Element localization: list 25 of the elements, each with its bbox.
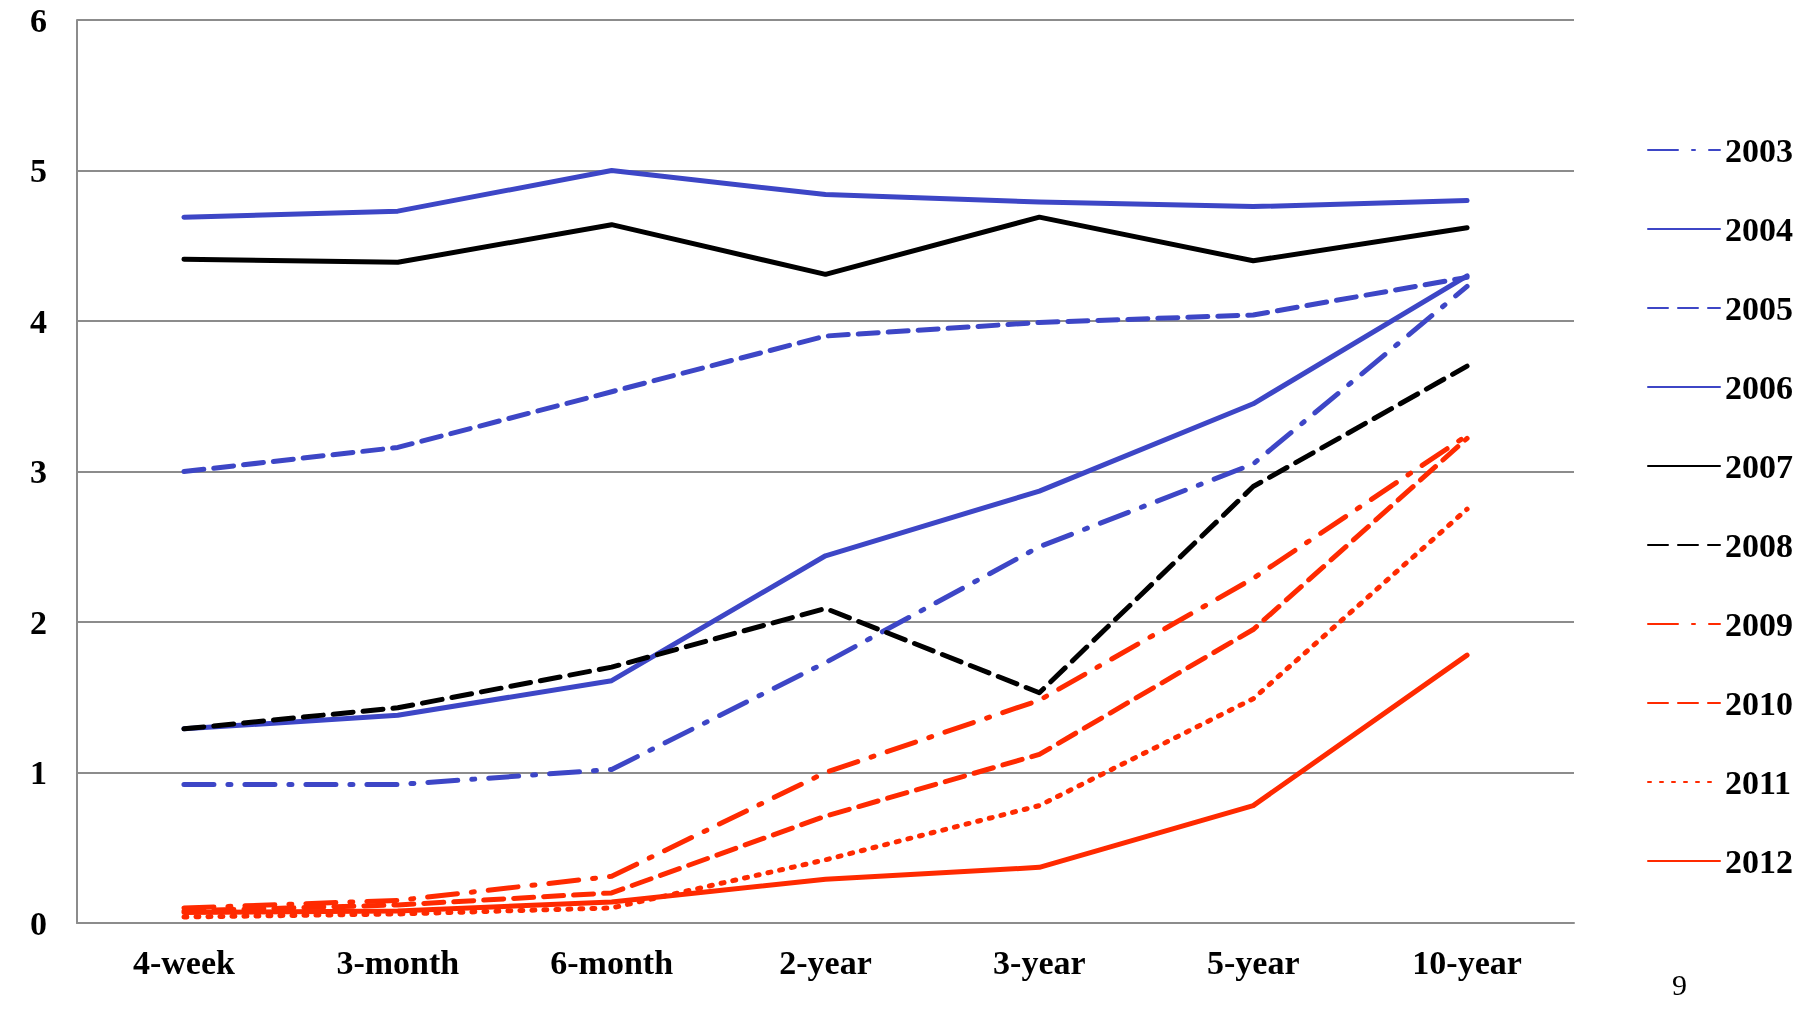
legend-label: 2008	[1725, 526, 1793, 564]
x-tick-label: 10-year	[1412, 943, 1522, 981]
y-tick-label: 4	[30, 302, 47, 340]
x-tick-label: 3-month	[336, 943, 460, 981]
y-tick-label: 0	[30, 904, 47, 942]
x-tick-label: 2-year	[779, 943, 872, 981]
x-tick-label: 5-year	[1206, 943, 1300, 981]
text: 9	[1672, 968, 1687, 1002]
legend-label: 2005	[1725, 289, 1793, 327]
x-tick-label: 3-year	[993, 943, 1086, 981]
legend-label: 2004	[1725, 210, 1793, 248]
legend-label: 2009	[1725, 605, 1793, 643]
legend-label: 2006	[1725, 368, 1793, 406]
legend-label: 2012	[1725, 842, 1793, 880]
legend-label: 2010	[1725, 684, 1793, 722]
x-tick-label: 4-week	[132, 943, 235, 981]
y-tick-label: 5	[30, 152, 47, 189]
legend-label: 2003	[1725, 131, 1793, 169]
y-tick-label: 6	[30, 1, 47, 39]
y-tick-label: 3	[30, 453, 47, 490]
x-tick-label: 6-month	[550, 943, 674, 981]
y-tick-label: 1	[30, 754, 47, 791]
legend-label: 2011	[1725, 763, 1792, 801]
y-tick-label: 2	[30, 603, 47, 641]
legend-label: 2007	[1725, 447, 1793, 485]
